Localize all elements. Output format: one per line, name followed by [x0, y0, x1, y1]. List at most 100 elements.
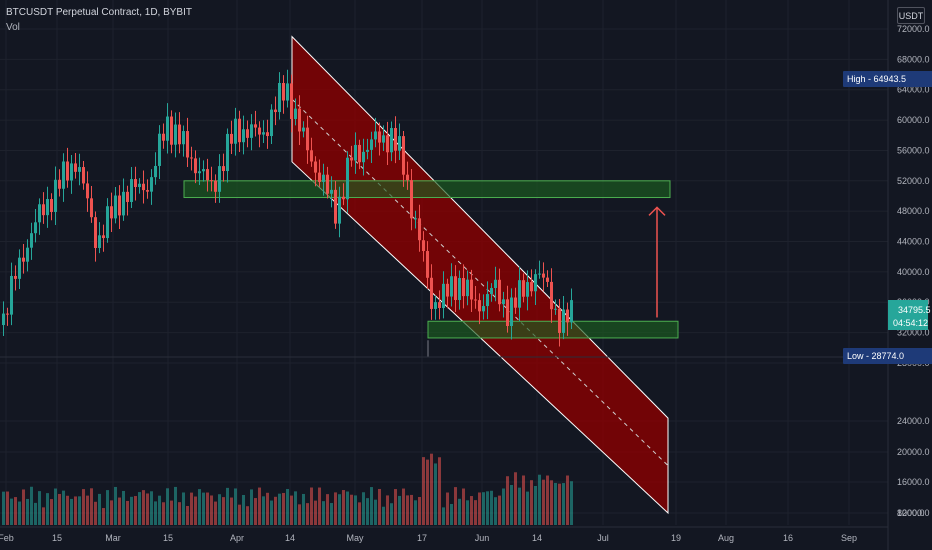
volume-bar	[30, 486, 33, 525]
volume-bar	[518, 487, 521, 525]
candle-body	[326, 174, 329, 194]
candle-body	[86, 183, 89, 199]
candle-body	[446, 283, 449, 297]
volume-bar	[138, 492, 141, 525]
candle-body	[210, 180, 213, 182]
candle-body	[170, 116, 173, 145]
volume-bar	[234, 488, 237, 525]
candle-body	[378, 131, 381, 143]
candle-body	[362, 151, 365, 163]
symbol-title[interactable]: BTCUSDT Perpetual Contract, 1D, BYBIT	[6, 7, 192, 18]
volume-bar	[198, 489, 201, 525]
candle-body	[6, 313, 9, 315]
candle-body	[558, 308, 561, 333]
volume-bar	[454, 487, 457, 525]
candle-body	[46, 199, 49, 216]
volume-indicator-label[interactable]: Vol	[6, 22, 20, 33]
volume-bar	[418, 497, 421, 525]
candle-body	[142, 183, 145, 191]
candle-body	[298, 108, 301, 132]
time-axis[interactable]: Feb 15 Mar 15 Apr 14 May 17 Jun 14 Jul 19 Aug 16 Sep	[0, 526, 888, 543]
volume-bar	[42, 507, 45, 525]
candle-body	[98, 235, 101, 248]
candle-body	[422, 240, 425, 252]
volume-bar	[226, 487, 229, 525]
candle-body	[562, 309, 565, 333]
descending-channel[interactable]	[291, 35, 669, 515]
volume-bar	[102, 508, 105, 525]
time-tick-label: Jun	[475, 533, 490, 543]
volume-bar	[18, 501, 21, 525]
volume-bar	[158, 495, 161, 525]
chart-header: BTCUSDT Perpetual Contract, 1D, BYBIT Vo…	[6, 7, 192, 33]
volume-bar	[122, 490, 125, 525]
volume-bar	[214, 501, 217, 525]
candle-body	[534, 274, 537, 292]
volume-bar	[438, 457, 441, 525]
candle-body	[546, 277, 549, 282]
volume-bar	[434, 463, 437, 525]
candle-body	[78, 167, 81, 172]
candle-body	[166, 116, 169, 141]
volume-bar	[14, 497, 17, 525]
volume-bar	[522, 475, 525, 525]
volume-bar	[474, 500, 477, 525]
candle-body	[190, 157, 193, 159]
candle-body	[382, 135, 385, 143]
volume-bar	[426, 459, 429, 525]
currency-unit-label[interactable]: USDT	[897, 7, 925, 24]
volume-bar	[490, 490, 493, 525]
candle-body	[322, 174, 325, 182]
volume-bar	[238, 504, 241, 525]
candle-body	[302, 127, 305, 132]
candle-body	[374, 131, 377, 140]
volume-bar	[258, 487, 261, 525]
volume-bar	[370, 487, 373, 525]
volume-bar	[386, 495, 389, 525]
volume-bar	[550, 480, 553, 525]
price-axis[interactable]: 72000.0 68000.0 64000.0 60000.0 56000.0 52000…	[887, 0, 930, 550]
volume-bar	[350, 494, 353, 525]
volume-bar	[546, 475, 549, 525]
zones[interactable]	[183, 180, 679, 339]
candle-body	[450, 276, 453, 297]
volume-bar	[354, 495, 357, 525]
candle-body	[22, 257, 25, 262]
high-tag-text: High - 64943.5	[847, 74, 906, 84]
time-tick-label: 19	[671, 533, 681, 543]
candle-body	[494, 279, 497, 289]
candle-body	[274, 109, 277, 113]
volume-bar	[506, 476, 509, 525]
low-tag-text: Low - 28774.0	[847, 351, 904, 361]
candle-body	[214, 180, 217, 192]
volume-bar	[378, 488, 381, 525]
price-tick-label: 32000.0	[897, 328, 930, 338]
resistance-zone	[183, 180, 671, 199]
volume-bar	[46, 493, 49, 525]
volume-bar	[278, 493, 281, 525]
volume-tick-label: 24000.0	[897, 416, 930, 426]
time-tick-label: 16	[783, 533, 793, 543]
volume-bar	[210, 495, 213, 525]
volume-bar	[542, 479, 545, 525]
volume-bar	[470, 496, 473, 525]
candle-body	[386, 135, 389, 153]
projection-arrow[interactable]	[648, 206, 666, 318]
volume-bar	[82, 489, 85, 525]
candle-body	[58, 179, 61, 189]
volume-bar	[250, 489, 253, 525]
candle-body	[182, 131, 185, 145]
candle-body	[390, 128, 393, 153]
candle-body	[18, 257, 21, 279]
candle-body	[354, 144, 357, 161]
candle-body	[550, 281, 553, 310]
volume-bar	[562, 483, 565, 525]
volume-bar	[94, 501, 97, 525]
volume-bar	[498, 495, 501, 525]
volume-bar	[2, 491, 5, 525]
candle-body	[130, 179, 133, 202]
last-price-tag-bg	[888, 300, 928, 330]
candle-body	[394, 128, 397, 151]
candle-body	[82, 167, 85, 184]
